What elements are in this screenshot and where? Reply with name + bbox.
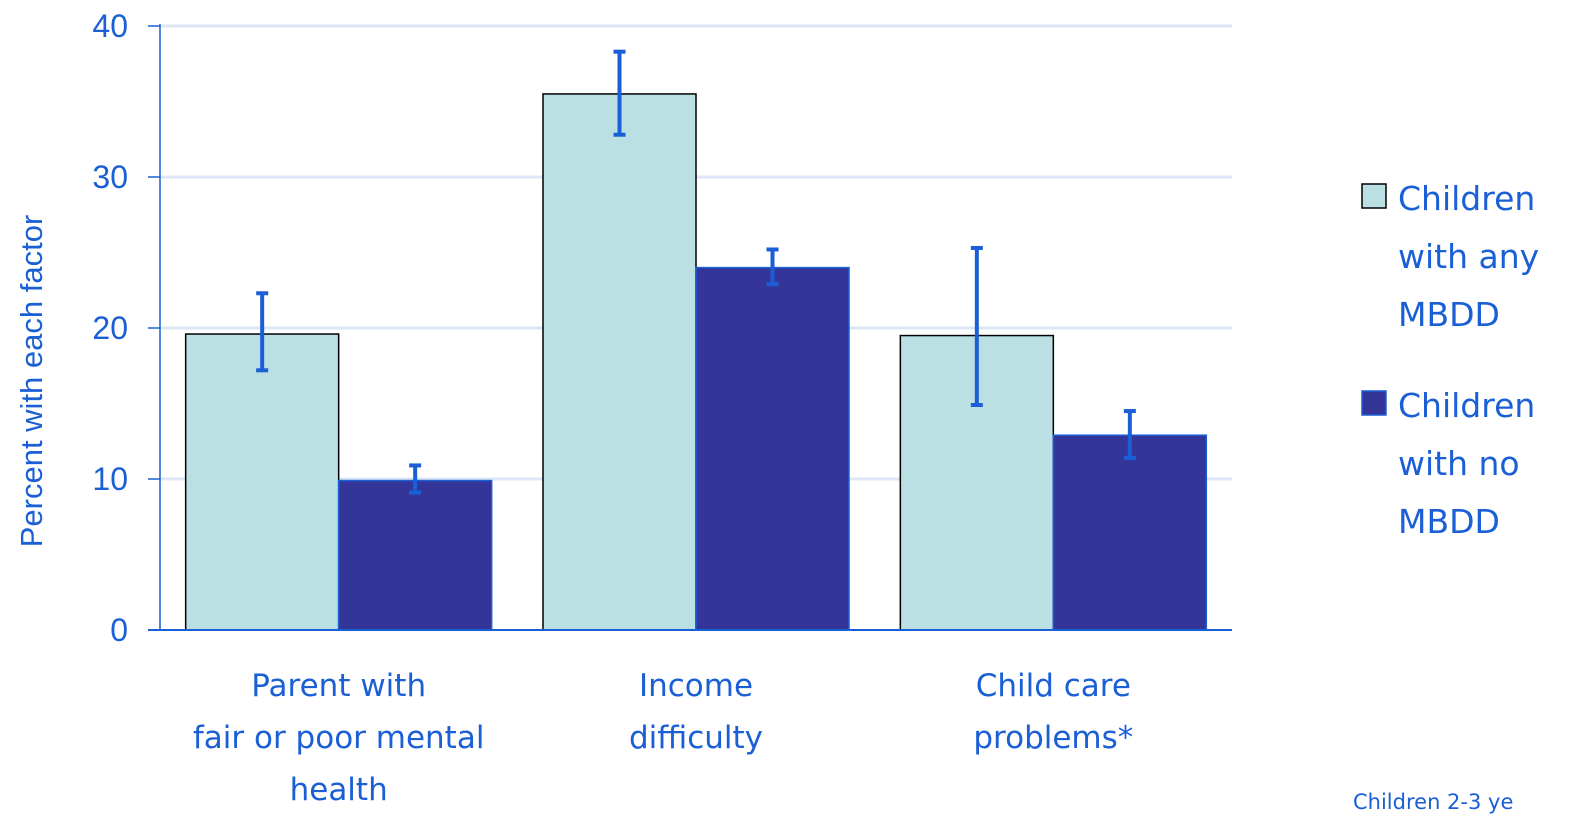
bar-series-2-cat-1: [337, 479, 493, 631]
legend-label: Children with no MBDD: [1398, 386, 1535, 541]
category-label: Parent with fair or poor mental health: [193, 668, 485, 808]
bar-series-1-cat-1: [184, 333, 340, 631]
bar-series-2-cat-3: [1052, 434, 1208, 631]
category-labels: Parent with fair or poor mental health Inco…: [193, 668, 1133, 808]
footnote: Children 2-3 ye: [1353, 790, 1513, 814]
y-axis-ticks: 0 10 20 30 40: [92, 8, 160, 648]
y-tick-label: 20: [92, 310, 128, 346]
legend-label: Children with any MBDD: [1398, 179, 1539, 334]
legend-swatch: [1361, 183, 1387, 209]
legend: Children with any MBDD Children with no MBDD: [1361, 179, 1539, 541]
y-tick-label: 40: [92, 8, 128, 44]
category-label: Child care problems*: [973, 668, 1133, 756]
category-label: Income difficulty: [629, 668, 763, 756]
bar-series-1-cat-2: [542, 93, 697, 631]
legend-swatch: [1361, 390, 1387, 416]
y-tick-label: 0: [110, 612, 128, 648]
bars: [184, 93, 1208, 631]
y-tick-label: 30: [92, 159, 128, 195]
axes: [148, 24, 1232, 631]
bar-series-2-cat-2: [695, 266, 850, 631]
y-axis-label: Percent with each factor: [14, 215, 49, 548]
y-tick-label: 10: [92, 461, 128, 497]
error-bars: [256, 49, 1136, 495]
